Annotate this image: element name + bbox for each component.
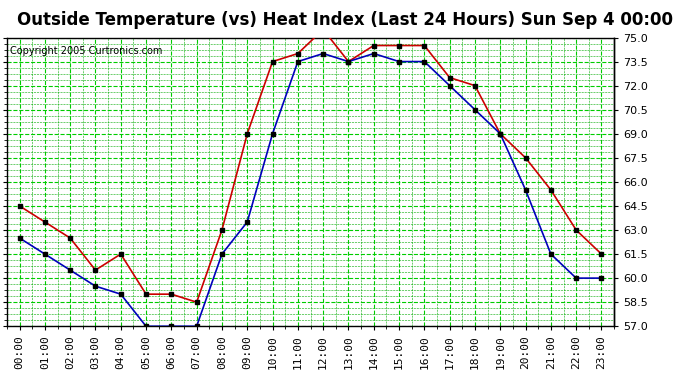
- Text: Copyright 2005 Curtronics.com: Copyright 2005 Curtronics.com: [10, 46, 162, 56]
- Text: Outside Temperature (vs) Heat Index (Last 24 Hours) Sun Sep 4 00:00: Outside Temperature (vs) Heat Index (Las…: [17, 11, 673, 29]
